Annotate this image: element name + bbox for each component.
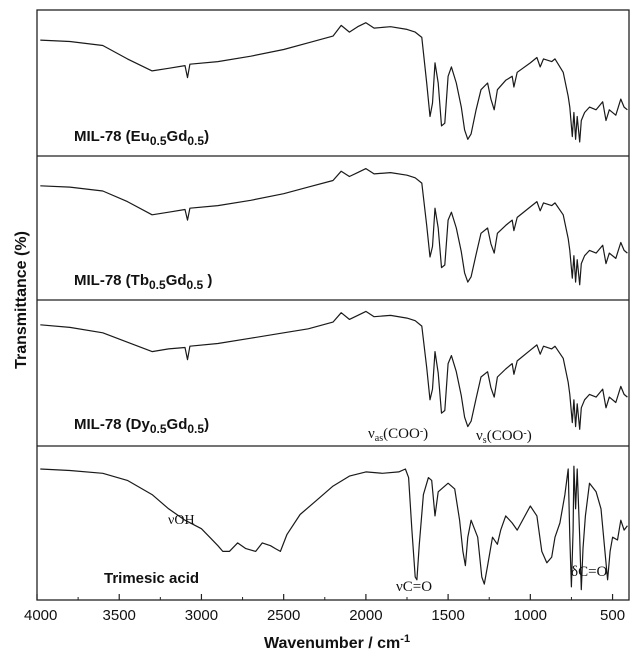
- annotation-part: (COO: [383, 426, 420, 442]
- annotation-part: (COO: [487, 428, 524, 444]
- xlabel-sup: -1: [400, 633, 410, 645]
- label-part: 0.5: [150, 422, 167, 436]
- panel-label-eu: MIL-78 (Eu0.5Gd0.5): [74, 128, 209, 148]
- plot-frame: [36, 9, 630, 601]
- label-part: Gd: [167, 416, 188, 433]
- x-tick-label: 2500: [267, 607, 300, 624]
- label-part: Trimesic acid: [104, 570, 199, 587]
- label-part: ): [204, 416, 209, 433]
- label-part: ): [204, 128, 209, 145]
- label-part: Gd: [166, 272, 187, 289]
- xlabel-text: Wavenumber / cm: [264, 635, 400, 652]
- plot-border: [36, 9, 630, 601]
- label-part: Gd: [167, 128, 188, 145]
- x-tick-label: 3500: [103, 607, 136, 624]
- x-tick-label: 1500: [431, 607, 464, 624]
- spectrum-line: [40, 465, 628, 591]
- annotation-part: -: [523, 428, 526, 439]
- label-part: ): [203, 272, 212, 289]
- annotation-nu-oh: νOH: [168, 513, 195, 528]
- x-tick-label: 4000: [24, 607, 57, 624]
- x-tick-label: 1000: [514, 607, 547, 624]
- x-axis: 4000 3500 3000 2500 2000 1500 1000 500: [24, 594, 625, 624]
- annotation-part: ): [423, 426, 428, 442]
- annotation-nu-as-coo: νas(COO-): [368, 426, 428, 444]
- x-axis-label: Wavenumber / cm-1: [264, 633, 410, 652]
- annotation-nu-co: νC=O: [396, 579, 432, 595]
- annotation-nu-s-coo: νs(COO-): [476, 428, 532, 446]
- annotation-part: s: [483, 435, 487, 446]
- spectrum-line: [40, 310, 628, 430]
- annotation-part: as: [375, 433, 383, 444]
- label-part: 0.5: [187, 278, 204, 292]
- label-part: 0.5: [187, 134, 204, 148]
- label-part: 0.5: [150, 134, 167, 148]
- spectrum-line: [40, 22, 628, 143]
- label-part: MIL-78 (Eu: [74, 128, 150, 145]
- panel-label-dy: MIL-78 (Dy0.5Gd0.5): [74, 416, 209, 436]
- panel-label-tb: MIL-78 (Tb0.5Gd0.5 ): [74, 272, 212, 292]
- annotation-part: ν: [476, 428, 483, 444]
- y-axis-label: Transmittance (%): [13, 231, 30, 369]
- label-part: 0.5: [149, 278, 166, 292]
- label-part: 0.5: [187, 422, 204, 436]
- x-tick-label: 500: [600, 607, 625, 624]
- panel-label-trimesic: Trimesic acid: [104, 570, 199, 587]
- label-part: MIL-78 (Tb: [74, 272, 149, 289]
- annotation-part: -: [420, 426, 423, 437]
- annotation-delta-co: δC=O: [571, 564, 608, 580]
- x-tick-label: 3000: [185, 607, 218, 624]
- spectrum-line: [40, 168, 628, 286]
- annotation-part: ): [527, 428, 532, 444]
- x-tick-label: 2000: [349, 607, 382, 624]
- label-part: MIL-78 (Dy: [74, 416, 151, 433]
- annotation-part: ν: [368, 426, 375, 442]
- spectrum-traces: [40, 22, 628, 591]
